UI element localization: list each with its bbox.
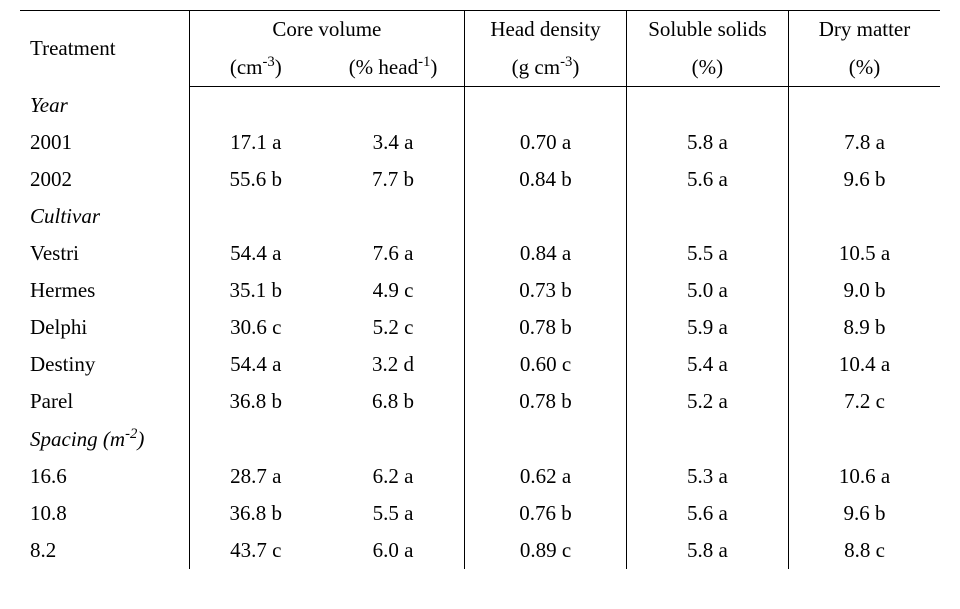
cell: 5.5 a <box>626 235 788 272</box>
unit-head-density: (g cm-3) <box>465 48 627 87</box>
unit-soluble-solids: (%) <box>626 48 788 87</box>
cell: 10.5 a <box>788 235 940 272</box>
cell: 35.1 b <box>189 272 322 309</box>
section-cultivar: Cultivar <box>20 198 940 235</box>
cell: 6.0 a <box>322 532 465 569</box>
cell: 9.6 b <box>788 495 940 532</box>
header-row-1: Treatment Core volume Head density Solub… <box>20 11 940 49</box>
col-dry-matter: Dry matter <box>788 11 940 49</box>
cell: 0.84 a <box>465 235 627 272</box>
cell: 9.0 b <box>788 272 940 309</box>
col-core-volume: Core volume <box>189 11 464 49</box>
cell: 5.2 a <box>626 383 788 420</box>
cell: 8.9 b <box>788 309 940 346</box>
cell: 5.5 a <box>322 495 465 532</box>
cell: 0.70 a <box>465 124 627 161</box>
cell: 5.6 a <box>626 161 788 198</box>
cell: 36.8 b <box>189 495 322 532</box>
cell: 5.9 a <box>626 309 788 346</box>
cell: 0.60 c <box>465 346 627 383</box>
cell: 3.4 a <box>322 124 465 161</box>
table-row: 10.8 36.8 b 5.5 a 0.76 b 5.6 a 9.6 b <box>20 495 940 532</box>
cell: 28.7 a <box>189 458 322 495</box>
section-label: Spacing (m-2) <box>20 420 189 458</box>
cell: 4.9 c <box>322 272 465 309</box>
cell: 8.8 c <box>788 532 940 569</box>
cell: 0.62 a <box>465 458 627 495</box>
col-treatment: Treatment <box>20 11 189 87</box>
cell: 3.2 d <box>322 346 465 383</box>
table-row: Hermes 35.1 b 4.9 c 0.73 b 5.0 a 9.0 b <box>20 272 940 309</box>
row-name: 2002 <box>20 161 189 198</box>
cell: 55.6 b <box>189 161 322 198</box>
cell: 0.78 b <box>465 383 627 420</box>
cell: 5.8 a <box>626 124 788 161</box>
unit-core-pct-head: (% head-1) <box>322 48 465 87</box>
row-name: 16.6 <box>20 458 189 495</box>
cell: 0.76 b <box>465 495 627 532</box>
cell: 30.6 c <box>189 309 322 346</box>
cell: 10.6 a <box>788 458 940 495</box>
table-row: 16.6 28.7 a 6.2 a 0.62 a 5.3 a 10.6 a <box>20 458 940 495</box>
table-row: Destiny 54.4 a 3.2 d 0.60 c 5.4 a 10.4 a <box>20 346 940 383</box>
table-row: 2001 17.1 a 3.4 a 0.70 a 5.8 a 7.8 a <box>20 124 940 161</box>
table-row: Vestri 54.4 a 7.6 a 0.84 a 5.5 a 10.5 a <box>20 235 940 272</box>
cell: 0.78 b <box>465 309 627 346</box>
table-row: 2002 55.6 b 7.7 b 0.84 b 5.6 a 9.6 b <box>20 161 940 198</box>
cell: 5.0 a <box>626 272 788 309</box>
col-head-density: Head density <box>465 11 627 49</box>
unit-core-cm3: (cm-3) <box>189 48 322 87</box>
unit-dry-matter: (%) <box>788 48 940 87</box>
cell: 36.8 b <box>189 383 322 420</box>
row-name: 8.2 <box>20 532 189 569</box>
cell: 7.6 a <box>322 235 465 272</box>
row-name: Parel <box>20 383 189 420</box>
table-row: Delphi 30.6 c 5.2 c 0.78 b 5.9 a 8.9 b <box>20 309 940 346</box>
section-year: Year <box>20 87 940 124</box>
cell: 17.1 a <box>189 124 322 161</box>
row-name: Hermes <box>20 272 189 309</box>
cell: 7.7 b <box>322 161 465 198</box>
data-table: Treatment Core volume Head density Solub… <box>20 10 940 569</box>
cell: 54.4 a <box>189 235 322 272</box>
col-soluble-solids: Soluble solids <box>626 11 788 49</box>
cell: 7.2 c <box>788 383 940 420</box>
cell: 6.2 a <box>322 458 465 495</box>
row-name: 10.8 <box>20 495 189 532</box>
cell: 0.84 b <box>465 161 627 198</box>
cell: 10.4 a <box>788 346 940 383</box>
section-label: Year <box>20 87 189 124</box>
table-row: 8.2 43.7 c 6.0 a 0.89 c 5.8 a 8.8 c <box>20 532 940 569</box>
cell: 54.4 a <box>189 346 322 383</box>
cell: 5.6 a <box>626 495 788 532</box>
cell: 5.3 a <box>626 458 788 495</box>
row-name: Delphi <box>20 309 189 346</box>
table-row: Parel 36.8 b 6.8 b 0.78 b 5.2 a 7.2 c <box>20 383 940 420</box>
section-label: Cultivar <box>20 198 189 235</box>
cell: 9.6 b <box>788 161 940 198</box>
cell: 0.73 b <box>465 272 627 309</box>
cell: 0.89 c <box>465 532 627 569</box>
cell: 43.7 c <box>189 532 322 569</box>
cell: 6.8 b <box>322 383 465 420</box>
row-name: Vestri <box>20 235 189 272</box>
row-name: Destiny <box>20 346 189 383</box>
row-name: 2001 <box>20 124 189 161</box>
section-spacing: Spacing (m-2) <box>20 420 940 458</box>
cell: 5.8 a <box>626 532 788 569</box>
cell: 5.2 c <box>322 309 465 346</box>
cell: 7.8 a <box>788 124 940 161</box>
cell: 5.4 a <box>626 346 788 383</box>
